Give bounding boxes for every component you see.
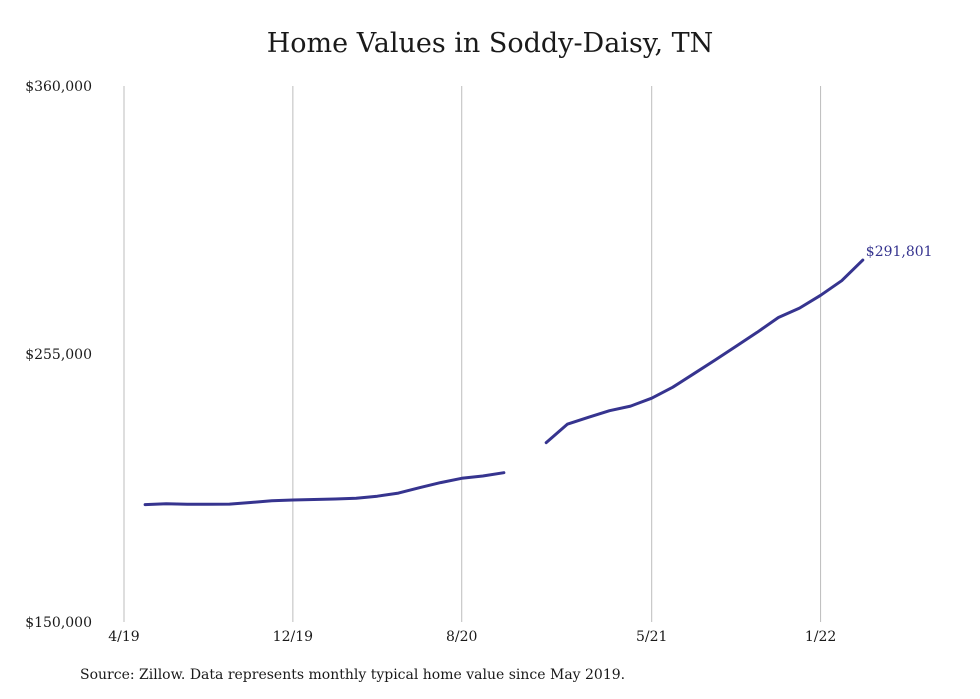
series-lines: [143, 258, 865, 507]
x-tick-label: 4/19: [108, 629, 139, 645]
x-tick-label: 12/19: [273, 629, 313, 645]
x-tick-label: 1/22: [805, 629, 836, 645]
end-value-label: $291,801: [866, 244, 933, 260]
y-tick-label: $255,000: [25, 347, 92, 363]
source-note: Source: Zillow. Data represents monthly …: [80, 667, 626, 683]
series-line-segment: [143, 471, 506, 507]
y-tick-label: $150,000: [25, 615, 92, 631]
line-chart: $150,000 $255,000 $360,000 4/19 12/19 8/20 5/…: [25, 79, 933, 645]
chart-title: Home Values in Soddy-Daisy, TN: [266, 28, 714, 59]
grid-lines: [123, 86, 822, 622]
x-tick-label: 8/20: [446, 629, 477, 645]
y-axis-ticks: $150,000 $255,000 $360,000: [25, 79, 92, 631]
y-tick-label: $360,000: [25, 79, 92, 95]
x-axis-ticks: 4/19 12/19 8/20 5/21 1/22: [108, 629, 836, 645]
x-tick-label: 5/21: [636, 629, 667, 645]
data-labels: $291,801: [866, 244, 933, 260]
series-line-segment: [544, 258, 865, 445]
